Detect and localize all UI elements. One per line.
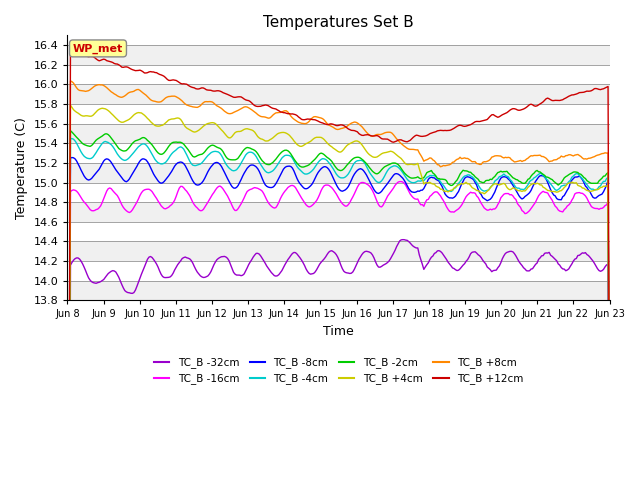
X-axis label: Time: Time xyxy=(323,325,354,338)
Bar xyxy=(67,261,609,281)
Bar xyxy=(67,163,609,182)
Bar xyxy=(67,202,609,222)
Bar xyxy=(67,281,609,300)
Bar xyxy=(67,65,609,84)
Bar xyxy=(67,104,609,124)
Bar xyxy=(67,144,609,163)
Bar xyxy=(67,182,609,202)
Bar xyxy=(67,241,609,261)
Bar xyxy=(67,84,609,104)
Bar xyxy=(67,124,609,144)
Bar xyxy=(67,45,609,65)
Bar xyxy=(67,222,609,241)
Text: WP_met: WP_met xyxy=(73,43,123,54)
Y-axis label: Temperature (C): Temperature (C) xyxy=(15,117,28,219)
Legend: TC_B -32cm, TC_B -16cm, TC_B -8cm, TC_B -4cm, TC_B -2cm, TC_B +4cm, TC_B +8cm, T: TC_B -32cm, TC_B -16cm, TC_B -8cm, TC_B … xyxy=(150,353,527,389)
Title: Temperatures Set B: Temperatures Set B xyxy=(263,15,414,30)
